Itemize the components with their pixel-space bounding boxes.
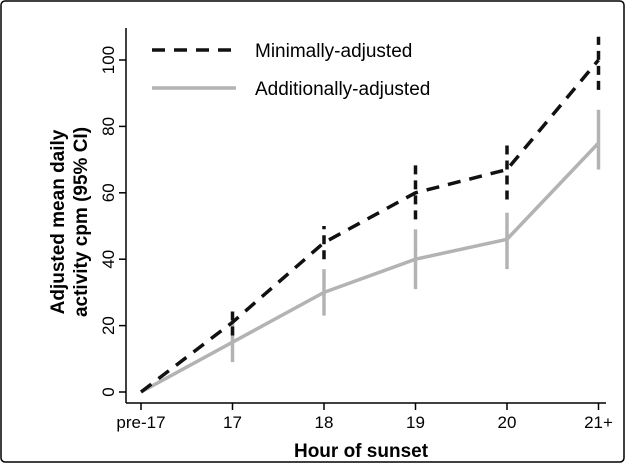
plot-area: 0 20 40 60 80 100 pre-17 17 18 19 20 21+: [99, 28, 613, 432]
legend: Minimally-adjusted Additionally-adjusted: [152, 41, 430, 100]
x-tick-label: 18: [315, 413, 334, 432]
y-axis-label-line-2: activity cpm (95% CI): [71, 127, 92, 317]
x-axis-label: Hour of sunset: [294, 441, 429, 462]
y-tick-label: 80: [99, 117, 118, 136]
x-tick-label: 21+: [584, 413, 613, 432]
x-tick-label: 20: [498, 413, 517, 432]
y-tick-label: 100: [99, 46, 118, 74]
legend-label-minimally-adjusted: Minimally-adjusted: [255, 41, 412, 62]
legend-label-additionally-adjusted: Additionally-adjusted: [255, 79, 430, 100]
y-tick-label: 40: [99, 250, 118, 269]
y-tick-label: 0: [99, 387, 118, 396]
x-tick-label: pre-17: [116, 413, 165, 432]
y-axis-label-line-1: Adjusted mean daily: [48, 129, 69, 314]
y-tick-label: 20: [99, 316, 118, 335]
series-line-additionally-adjusted: [140, 141, 600, 394]
x-tick-label: 19: [406, 413, 425, 432]
series-line-minimally-adjusted: [139, 58, 600, 394]
x-tick-label: 17: [223, 413, 242, 432]
y-tick-label: 60: [99, 183, 118, 202]
